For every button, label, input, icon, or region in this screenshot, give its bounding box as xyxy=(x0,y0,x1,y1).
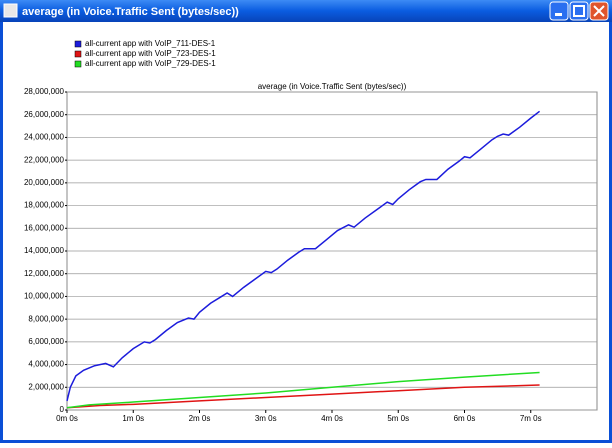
window-title: average (in Voice.Traffic Sent (bytes/se… xyxy=(22,6,239,18)
y-tick-label: 22,000,000 xyxy=(24,155,65,164)
x-tick-label: 6m 0s xyxy=(454,414,476,423)
maximize-glyph xyxy=(573,5,585,17)
y-tick-label: 8,000,000 xyxy=(28,314,64,323)
x-tick-label: 1m 0s xyxy=(122,414,144,423)
window-icon xyxy=(3,3,18,18)
close-glyph xyxy=(593,5,605,17)
legend-label: all-current app with VoIP_723-DES-1 xyxy=(85,49,216,58)
maximize-button[interactable] xyxy=(569,1,589,21)
legend-swatch xyxy=(74,60,82,68)
series-line xyxy=(66,371,540,409)
legend-swatch xyxy=(74,40,82,48)
y-tick-label: 20,000,000 xyxy=(24,178,65,187)
x-tick-label: 0m 0s xyxy=(56,414,78,423)
y-tick-label: 28,000,000 xyxy=(24,87,65,96)
title-bar xyxy=(0,0,612,22)
y-tick-label: 0 xyxy=(60,405,65,414)
legend-swatch xyxy=(74,50,82,58)
series-line xyxy=(66,110,541,402)
y-tick-label: 10,000,000 xyxy=(24,292,65,301)
y-tick-label: 12,000,000 xyxy=(24,269,65,278)
x-tick-label: 4m 0s xyxy=(321,414,343,423)
minimize-button[interactable] xyxy=(549,1,569,21)
legend-label: all-current app with VoIP_729-DES-1 xyxy=(85,59,216,68)
minimize-glyph xyxy=(555,13,562,16)
y-tick-label: 18,000,000 xyxy=(24,201,65,210)
series-line xyxy=(66,384,540,409)
y-tick-label: 16,000,000 xyxy=(24,223,65,232)
x-tick-label: 2m 0s xyxy=(189,414,211,423)
y-tick-label: 14,000,000 xyxy=(24,246,65,255)
y-tick-label: 4,000,000 xyxy=(28,360,64,369)
y-tick-label: 6,000,000 xyxy=(28,337,64,346)
legend-label: all-current app with VoIP_711-DES-1 xyxy=(85,39,216,48)
x-tick-label: 5m 0s xyxy=(387,414,409,423)
y-tick-label: 26,000,000 xyxy=(24,110,65,119)
y-tick-label: 24,000,000 xyxy=(24,133,65,142)
x-tick-label: 3m 0s xyxy=(255,414,277,423)
chart-title: average (in Voice.Traffic Sent (bytes/se… xyxy=(258,82,407,91)
y-tick-label: 2,000,000 xyxy=(28,382,64,391)
x-tick-label: 7m 0s xyxy=(520,414,542,423)
